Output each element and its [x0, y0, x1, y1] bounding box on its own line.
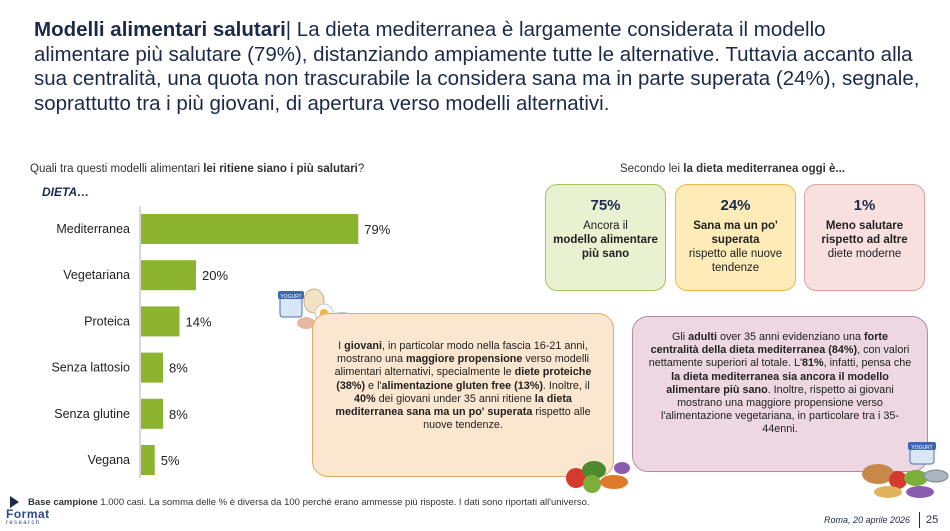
young-bold: alimentazione gluten free (13%): [381, 379, 543, 392]
headline-title: Modelli alimentari salutari: [34, 18, 286, 41]
young-text: e l': [365, 379, 382, 392]
footnote-marker-icon: [10, 496, 19, 508]
young-insight-box: I giovani, in particolar modo nella fasc…: [312, 313, 614, 477]
value-label: 5%: [161, 453, 180, 468]
opinion-pct: 75%: [590, 197, 621, 214]
adult-bold: la dieta mediterranea sia ancora il mode…: [666, 370, 889, 396]
page-separator: [919, 512, 920, 528]
category-label: Proteica: [84, 314, 130, 328]
adult-insight-box: Gli adulti over 35 anni evidenziano una …: [632, 316, 928, 472]
opinion-bold: Sana ma un po' superata: [693, 220, 778, 246]
adult-text: Gli: [671, 331, 689, 343]
young-text: dei giovani under 35 anni ritiene: [375, 392, 535, 405]
adult-text: , con valori nettamente superiori al tot…: [648, 344, 910, 370]
bar: [141, 260, 196, 291]
young-text: , in particolar modo nella fascia 16-21 …: [336, 340, 588, 366]
opinion-box-partly-outdated: 24% Sana ma un po' superata rispetto all…: [675, 184, 796, 291]
right-question-bold: la dieta mediterranea oggi è...: [683, 163, 845, 175]
logo-main: Format: [6, 507, 50, 521]
dieta-label: DIETA…: [42, 185, 90, 199]
value-label: 20%: [202, 268, 228, 283]
headline-text: La dieta mediterranea è largamente consi…: [34, 18, 920, 115]
bar: [141, 352, 163, 383]
left-question: Quali tra questi modelli alimentari lei …: [30, 163, 364, 175]
opinion-text: rispetto alle nuove tendenze: [688, 248, 783, 274]
format-research-logo: Format research: [6, 508, 66, 526]
footnote-bold: Base campione: [28, 497, 98, 508]
category-label: Senza lattosio: [51, 361, 130, 375]
svg-text:YOGURT: YOGURT: [911, 445, 932, 451]
opinion-box-still-healthiest: 75% Ancora il modello alimentare più san…: [545, 184, 666, 291]
left-question-prefix: Quali tra questi modelli alimentari: [30, 163, 204, 175]
adult-text: over 35 anni evidenziano una: [716, 331, 865, 343]
young-bold: 40%: [354, 392, 376, 405]
footnote-text: 1.000 casi. La somma delle % è diversa d…: [97, 497, 590, 508]
value-label: 8%: [169, 361, 188, 376]
young-bold: la dieta mediterranea sana ma un po' sup…: [335, 392, 572, 419]
left-question-bold: lei ritiene siano i più salutari: [203, 163, 358, 175]
opinion-box-less-healthy: 1% Meno salutare rispetto ad altre diete…: [804, 184, 925, 291]
adult-bold: 81%: [802, 357, 824, 370]
bar: [141, 214, 359, 244]
vegetables-illustration-icon: [566, 461, 630, 493]
young-bold: diete proteiche (38%): [336, 366, 592, 392]
headline-separator: |: [285, 18, 292, 41]
opinion-bold: Meno salutare rispetto ad altre: [821, 220, 908, 246]
food-basket-illustration-icon: YOGURT: [862, 442, 949, 498]
left-question-suffix: ?: [357, 163, 365, 175]
category-label: Senza glutine: [54, 407, 130, 421]
category-label: Vegana: [88, 453, 130, 467]
bar: [141, 445, 155, 475]
date-label: Roma, 20 aprile 2026: [824, 515, 911, 525]
logo-sub: research: [6, 520, 41, 526]
value-label: 14%: [186, 314, 212, 329]
adult-bold: forte centralità della dieta mediterrane…: [650, 331, 889, 357]
svg-text:YOGURT: YOGURT: [280, 294, 301, 300]
bar: [141, 398, 163, 429]
bar: [141, 306, 180, 337]
opinion-text: Ancora il: [583, 220, 628, 232]
opinion-pct: 24%: [720, 197, 751, 214]
opinion-bold: modello alimentare più sano: [553, 234, 658, 260]
category-label: Mediterranea: [56, 222, 130, 236]
page-number: 25: [926, 514, 939, 526]
adult-text: . Inoltre, rispetto ai giovani mostrano …: [661, 383, 899, 436]
young-bold: giovani: [344, 340, 382, 352]
right-question-prefix: Secondo lei: [620, 163, 684, 175]
young-text: rispetto alle nuove tendenze.: [423, 406, 591, 432]
adult-text: , infatti, pensa che: [823, 357, 912, 370]
bar-chart: Mediterranea 79% Vegetariana 20% Proteica 14%…: [51, 206, 391, 478]
young-text: I: [338, 340, 345, 352]
value-label: 79%: [364, 222, 390, 237]
right-question: Secondo lei la dieta mediterranea oggi è…: [620, 163, 845, 175]
adult-bold: adulti: [688, 331, 717, 343]
young-text: verso modelli alimentari alternativi, sp…: [334, 353, 590, 379]
headline: Modelli alimentari salutari| La dieta me…: [34, 18, 924, 116]
opinion-text: diete moderne: [827, 248, 902, 260]
footnote: Base campione 1.000 casi. La somma delle…: [28, 497, 590, 508]
opinion-pct: 1%: [853, 197, 876, 214]
young-text: . Inoltre, il: [542, 379, 590, 392]
young-bold: maggiore propensione: [406, 353, 523, 366]
value-label: 8%: [169, 407, 188, 422]
category-label: Vegetariana: [63, 268, 130, 282]
